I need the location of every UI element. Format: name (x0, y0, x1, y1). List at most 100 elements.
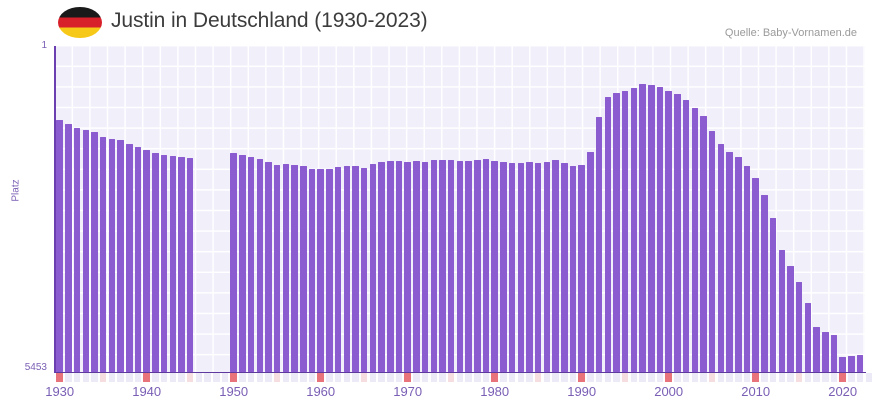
bar[interactable] (761, 194, 768, 372)
bar[interactable] (848, 355, 855, 372)
bar[interactable] (334, 167, 342, 372)
x-tick (630, 373, 638, 382)
x-tick (569, 373, 577, 382)
bar[interactable] (91, 132, 98, 372)
bar[interactable] (587, 152, 594, 372)
bar[interactable] (578, 164, 585, 372)
bar[interactable] (395, 161, 403, 372)
bar[interactable] (421, 161, 429, 372)
bar[interactable] (65, 124, 72, 372)
bar[interactable] (534, 162, 542, 372)
bar[interactable] (404, 162, 411, 372)
bar[interactable] (630, 87, 638, 372)
bar[interactable] (543, 161, 551, 372)
bar[interactable] (813, 326, 820, 372)
x-tick (265, 373, 272, 382)
bar[interactable] (317, 169, 324, 372)
bar[interactable] (378, 161, 385, 372)
bar[interactable] (152, 152, 159, 372)
bar[interactable] (743, 165, 751, 372)
bar[interactable] (491, 161, 498, 372)
bar[interactable] (561, 162, 568, 372)
bar[interactable] (752, 177, 759, 372)
bar[interactable] (717, 144, 725, 372)
x-tick (578, 373, 585, 382)
bar[interactable] (665, 90, 672, 372)
bar[interactable] (326, 168, 333, 372)
bar[interactable] (517, 162, 525, 372)
bar[interactable] (186, 157, 194, 372)
bar[interactable] (726, 152, 733, 372)
bar[interactable] (456, 161, 464, 372)
x-tick (439, 373, 446, 382)
bar[interactable] (708, 130, 716, 372)
bar[interactable] (691, 107, 699, 372)
bar[interactable] (108, 139, 116, 372)
bar[interactable] (369, 164, 377, 372)
bar[interactable] (82, 130, 90, 372)
x-tick (639, 373, 646, 382)
bar[interactable] (474, 159, 481, 372)
bar[interactable] (674, 94, 681, 372)
bar[interactable] (648, 85, 655, 372)
bar[interactable] (447, 159, 455, 372)
bar[interactable] (552, 159, 559, 372)
bar[interactable] (99, 136, 107, 372)
bar[interactable] (856, 355, 864, 372)
bar[interactable] (700, 115, 707, 372)
bar[interactable] (569, 165, 577, 372)
x-tick (369, 373, 377, 382)
bar[interactable] (126, 144, 133, 372)
bar[interactable] (482, 159, 490, 372)
bar[interactable] (621, 91, 629, 372)
bar[interactable] (656, 87, 664, 372)
bar[interactable] (787, 265, 794, 372)
bar[interactable] (613, 92, 620, 372)
bar[interactable] (839, 357, 846, 372)
bar[interactable] (430, 160, 438, 372)
bar[interactable] (682, 99, 690, 372)
bar[interactable] (500, 162, 507, 372)
bar[interactable] (265, 162, 272, 372)
bar[interactable] (300, 165, 307, 372)
x-tick (682, 373, 690, 382)
bar[interactable] (352, 165, 359, 372)
bar[interactable] (508, 162, 516, 372)
bar[interactable] (769, 218, 777, 372)
bar[interactable] (804, 303, 812, 372)
bar[interactable] (822, 332, 829, 372)
bar[interactable] (230, 153, 237, 372)
bar[interactable] (256, 158, 264, 372)
bar[interactable] (604, 97, 612, 372)
bar[interactable] (169, 156, 177, 372)
bar[interactable] (830, 334, 838, 372)
bar[interactable] (143, 149, 150, 372)
bar[interactable] (239, 155, 246, 372)
bar[interactable] (56, 119, 63, 372)
x-tick (804, 373, 812, 382)
bar[interactable] (178, 157, 185, 372)
bar[interactable] (308, 168, 316, 372)
bar[interactable] (735, 156, 742, 372)
x-tick (239, 373, 246, 382)
bar[interactable] (247, 157, 255, 372)
bar[interactable] (413, 161, 420, 372)
bar[interactable] (291, 165, 298, 372)
bar[interactable] (343, 166, 351, 372)
bar[interactable] (387, 160, 394, 372)
bar[interactable] (778, 250, 786, 372)
bar[interactable] (73, 127, 81, 372)
y-axis-line (54, 46, 56, 373)
bar[interactable] (134, 147, 142, 372)
bar[interactable] (465, 161, 472, 372)
bar[interactable] (273, 164, 281, 372)
bar[interactable] (160, 155, 168, 372)
bar[interactable] (360, 168, 368, 372)
bar[interactable] (117, 139, 124, 372)
bar[interactable] (526, 162, 533, 372)
bar[interactable] (595, 116, 603, 372)
bar[interactable] (282, 164, 290, 372)
bar[interactable] (795, 282, 803, 372)
bar[interactable] (439, 159, 446, 372)
bar[interactable] (639, 84, 646, 372)
